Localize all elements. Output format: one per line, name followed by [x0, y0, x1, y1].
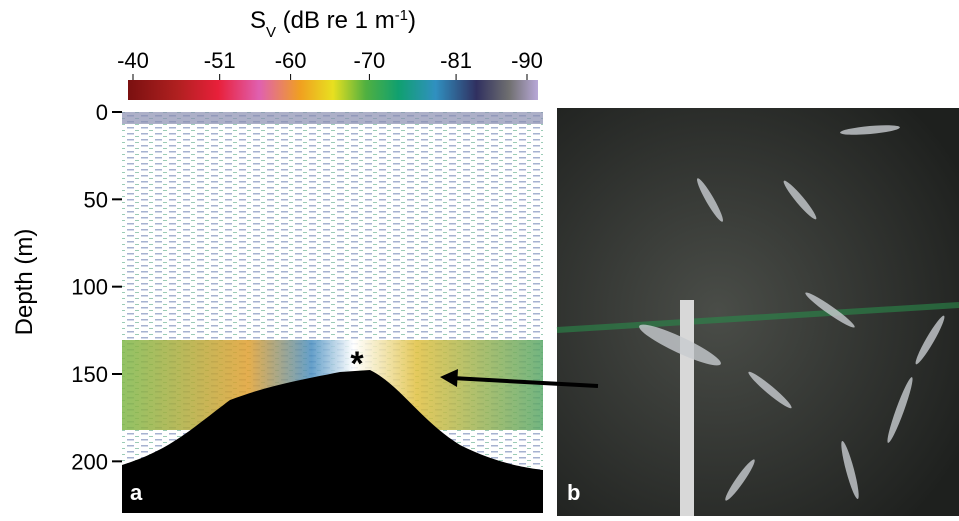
y-tick-label: 0: [96, 100, 108, 125]
colorbar-tick-label: -60: [275, 48, 307, 73]
colorbar-tick-label: -40: [117, 48, 149, 73]
summit-marker: *: [350, 345, 364, 383]
figure: SV (dB re 1 m-1) a * Depth (m) b -40 -51 -…: [0, 0, 959, 516]
pole: [680, 300, 694, 516]
title-part: V: [266, 24, 276, 41]
colorbar-tick-label: -70: [354, 48, 386, 73]
surface-layer: [122, 112, 543, 124]
colorbar-title: SV (dB re 1 m-1): [250, 7, 416, 41]
title-part: (dB re 1 m: [276, 7, 395, 34]
colorbar-gradient: [128, 80, 538, 100]
panel-b: b: [557, 108, 959, 516]
y-tick-label: 150: [71, 362, 108, 387]
title-part: ): [408, 7, 416, 34]
colorbar-tick-label: -90: [511, 48, 543, 73]
y-tick-label: 200: [71, 449, 108, 474]
title-part: S: [250, 7, 266, 34]
y-axis-label: Depth (m): [11, 229, 38, 336]
colorbar-tick-label: -81: [440, 48, 472, 73]
y-tick-label: 50: [84, 187, 108, 212]
photo: [557, 108, 959, 516]
panel-label: a: [130, 480, 143, 505]
title-part: -1: [395, 7, 408, 24]
colorbar-tick-label: -51: [204, 48, 236, 73]
panel-label: b: [567, 480, 580, 505]
y-tick-label: 100: [71, 275, 108, 300]
colorbar: [128, 80, 538, 100]
